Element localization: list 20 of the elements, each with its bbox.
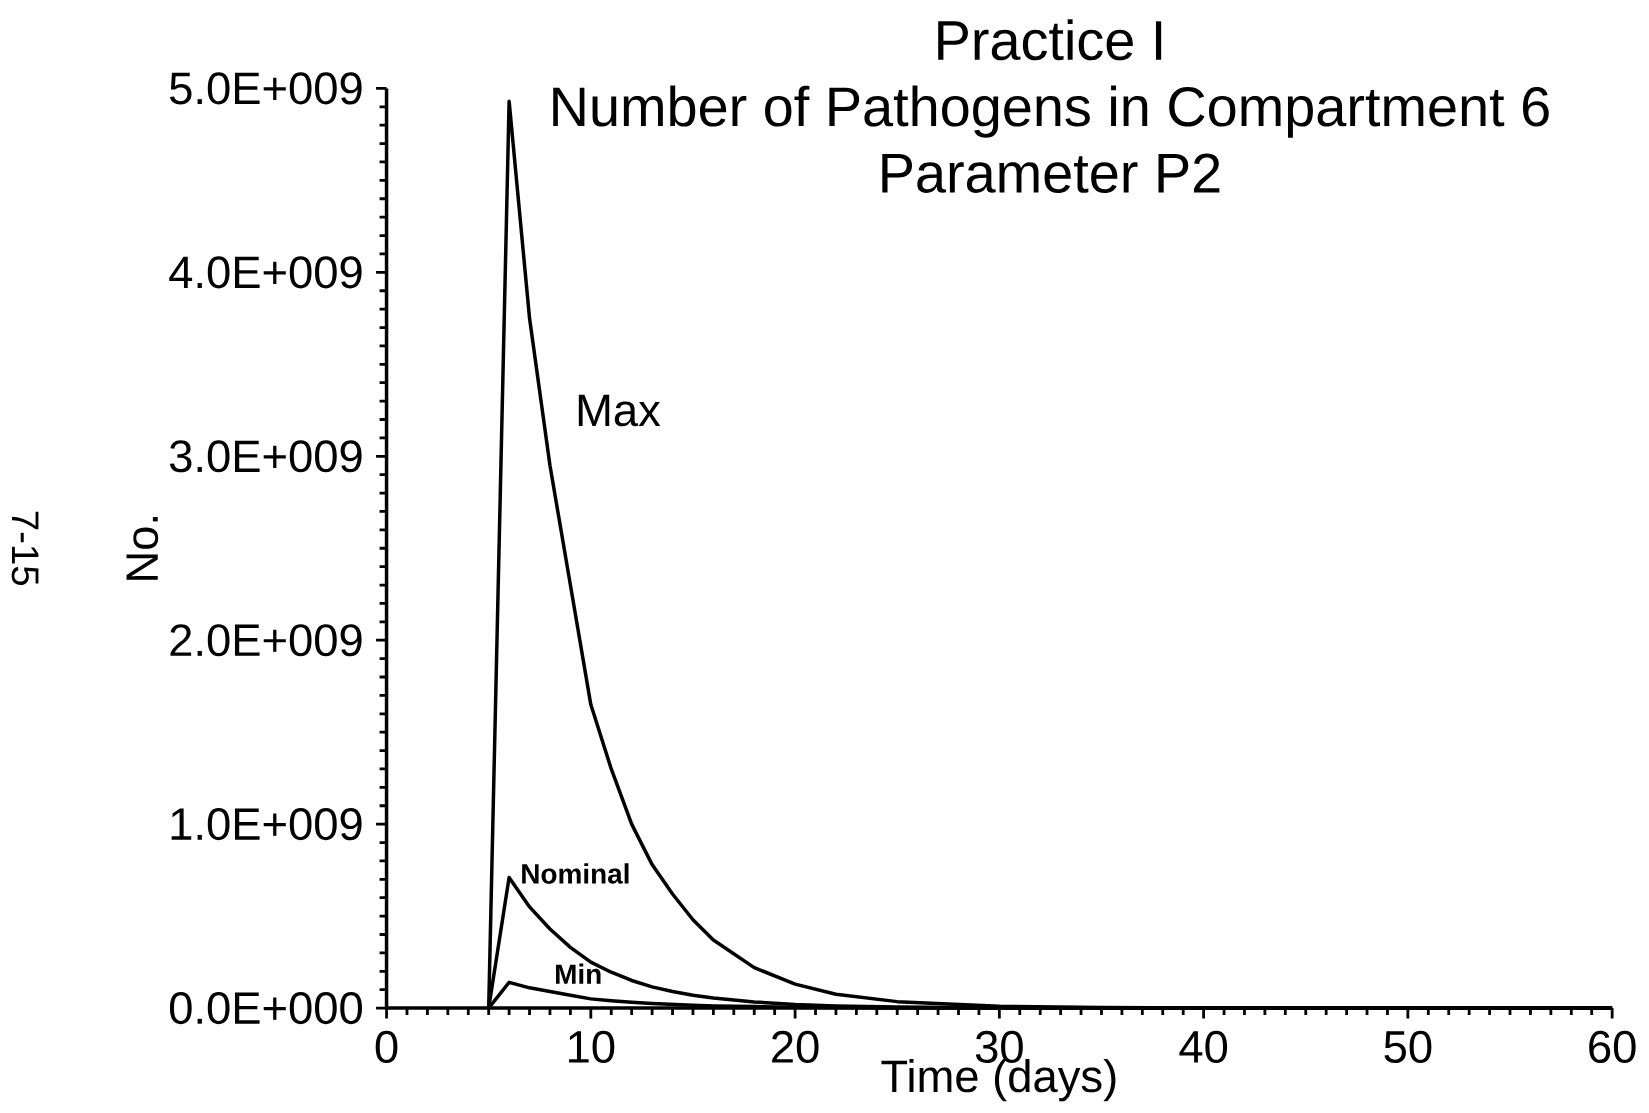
series-label: Max <box>578 394 661 427</box>
y-tick-label: 3.0E+009 <box>169 440 362 473</box>
x-tick-label: 40 <box>1179 1030 1228 1063</box>
y-tick-label: 0.0E+000 <box>169 992 362 1025</box>
chart-title: Practice I <box>938 19 1162 61</box>
y-tick-label: 2.0E+009 <box>170 624 362 657</box>
text: 7-15 <box>11 511 39 585</box>
y-axis-title: No. <box>126 517 159 580</box>
y-tick-label: 5.0E+009 <box>170 72 362 105</box>
x-tick-label: 60 <box>1589 1030 1636 1063</box>
x-tick-label: 0 <box>375 1030 398 1063</box>
x-tick-label: 20 <box>772 1030 819 1063</box>
x-tick-label: 50 <box>1384 1030 1432 1063</box>
annotation: Parameter P2 <box>882 153 1220 193</box>
series-label: Min <box>556 963 601 984</box>
series-label: Nominal <box>522 863 629 884</box>
y-tick-label: 1.0E+009 <box>171 808 362 841</box>
chart-subtitle: Number of Pathogens in Compartment 6 <box>553 85 1549 138</box>
x-tick-label: 10 <box>569 1030 615 1063</box>
y-tick-label: 4.0E+009 <box>169 256 362 289</box>
